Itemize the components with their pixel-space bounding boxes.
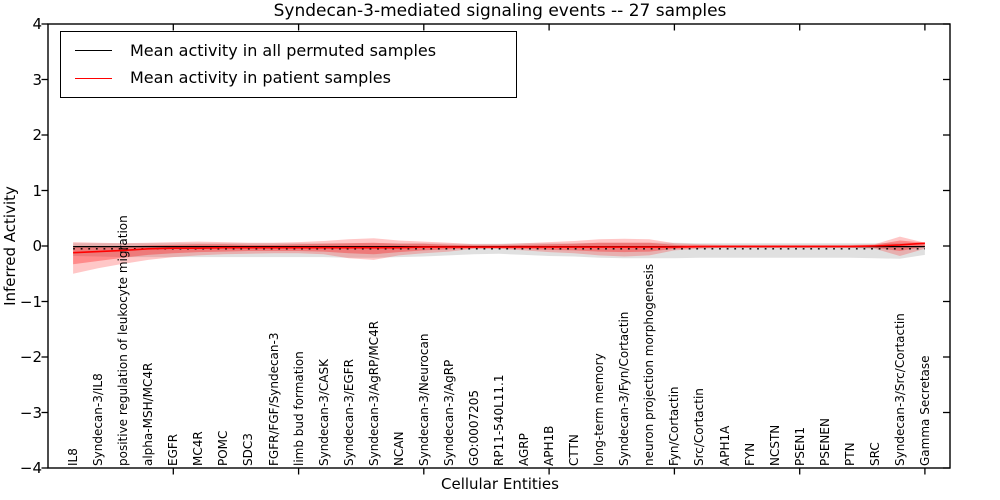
x-tick-label: NCAN (391, 431, 406, 466)
x-tick-label: Syndecan-3/Src/Cortactin (892, 313, 907, 466)
x-tick-label: RP11-540L11.1 (492, 374, 506, 466)
x-tick-label: EGFR (166, 433, 181, 466)
chart-title: Syndecan-3-mediated signaling events -- … (273, 1, 727, 21)
x-tick-label: AGRP (517, 433, 532, 466)
y-axis-title: Inferred Activity (1, 186, 19, 306)
x-tick-label: POMC (216, 430, 231, 466)
x-tick-label: PTN (842, 442, 857, 466)
x-tick-label: SRC (867, 442, 882, 466)
y-tick-label: 1 (32, 181, 42, 200)
x-axis-title: Cellular Entities (441, 475, 559, 493)
x-tick-label: FYN (742, 442, 757, 466)
x-tick-label: IL8 (66, 448, 81, 466)
x-tick-label: Syndecan-3/AgRP/MC4R (366, 320, 381, 466)
x-tick-label: NCSTN (767, 424, 782, 466)
x-tick-label: APH1B (542, 425, 557, 466)
x-tick-label: limb bud formation (291, 351, 306, 466)
x-tick-label: APH1A (717, 425, 732, 466)
legend-label: Mean activity in all permuted samples (130, 40, 437, 60)
x-tick-label: Syndecan-3/AgRP (441, 359, 456, 466)
y-tick-label: 3 (32, 70, 42, 89)
x-tick-label: Fyn/Cortactin (667, 386, 682, 466)
y-tick-label: −3 (19, 403, 42, 422)
x-tick-label: SDC3 (241, 433, 256, 466)
x-tick-label: PSENEN (817, 418, 832, 466)
y-tick-label: −4 (19, 459, 42, 477)
x-tick-label: long-term memory (592, 353, 607, 466)
x-tick-label: FGFR/FGF/Syndecan-3 (266, 332, 281, 466)
x-tick-label: Src/Cortactin (692, 388, 707, 466)
legend-line-sample-red (75, 77, 112, 79)
x-tick-label: Gamma Secretase (917, 355, 932, 466)
x-tick-label: CTTN (567, 434, 582, 466)
x-tick-label: MC4R (191, 431, 206, 466)
legend: Mean activity in all permuted samples Me… (60, 31, 517, 98)
x-tick-label: GO:0007205 (466, 389, 481, 466)
x-tick-label: neuron projection morphogenesis (642, 263, 657, 466)
y-tick-label: −2 (19, 348, 42, 366)
x-tick-label: Syndecan-3/EGFR (341, 358, 356, 466)
x-tick-label: PSEN1 (792, 426, 807, 466)
x-tick-label: Syndecan-3/CASK (316, 359, 331, 466)
x-tick-label: Syndecan-3/IL8 (91, 373, 106, 466)
legend-line-sample-black (75, 50, 112, 52)
legend-label: Mean activity in patient samples (130, 68, 391, 88)
x-tick-label: Syndecan-3/Fyn/Cortactin (617, 311, 632, 466)
y-tick-label: 2 (32, 126, 42, 144)
legend-entry-patient: Mean activity in patient samples (75, 65, 506, 93)
x-tick-label: positive regulation of leukocyte migrati… (116, 215, 131, 466)
y-tick-label: −1 (19, 292, 42, 311)
series-line-mean-patient (73, 242, 925, 254)
x-tick-label: Syndecan-3/Neurocan (416, 333, 431, 466)
y-tick-label: 0 (32, 237, 42, 255)
legend-entry-permuted: Mean activity in all permuted samples (75, 37, 506, 65)
y-tick-label: 4 (32, 15, 42, 33)
x-tick-label: alpha-MSH/MC4R (141, 362, 156, 466)
